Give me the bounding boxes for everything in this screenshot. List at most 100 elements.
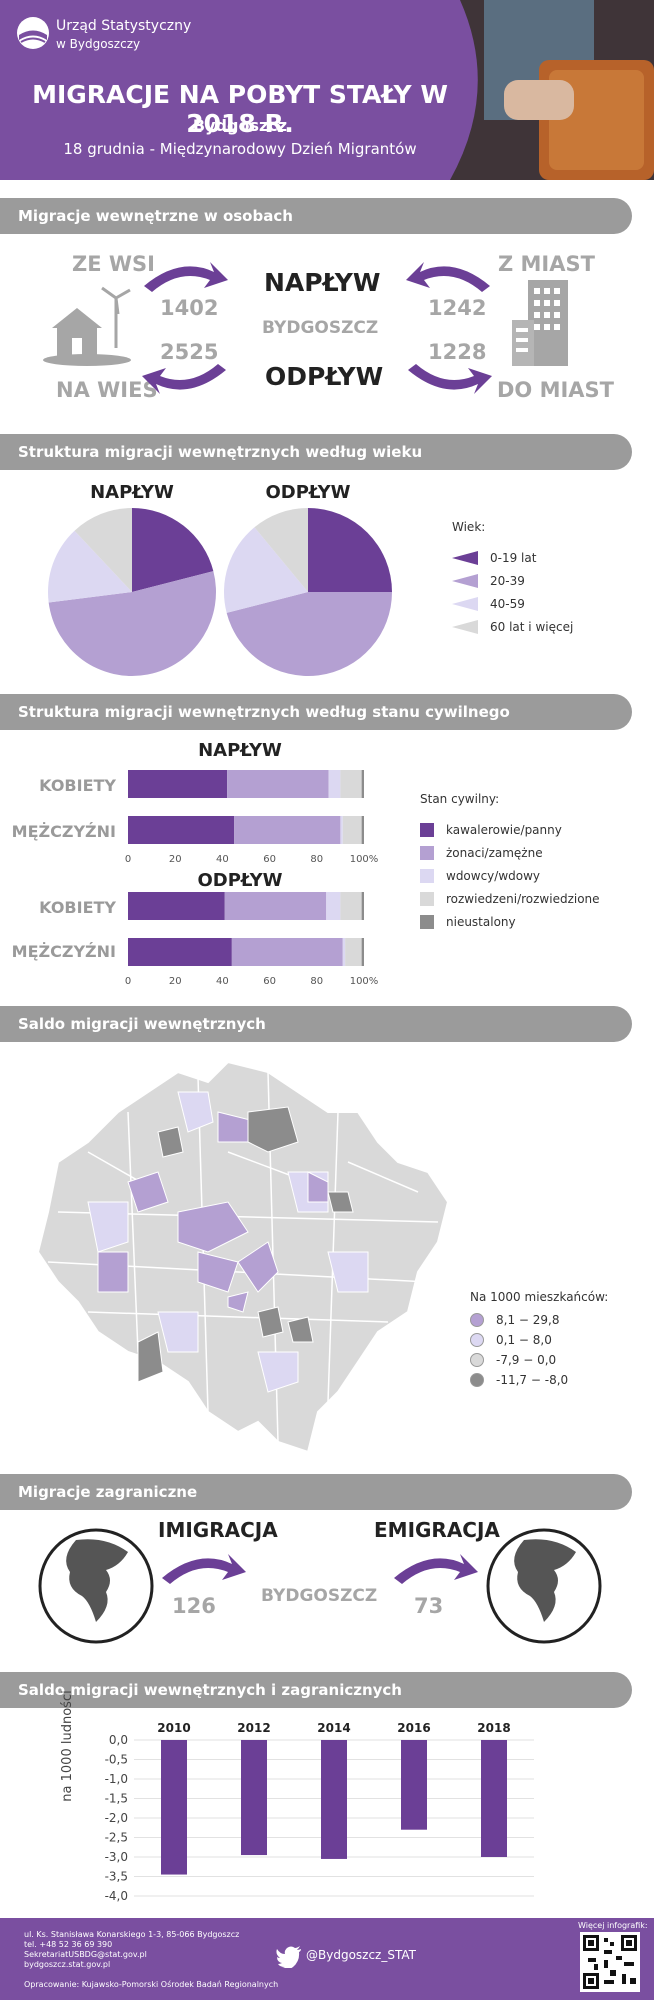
y-tick: -2,5 (105, 1831, 128, 1845)
bar-segment (227, 770, 329, 798)
axis-tick: 40 (216, 854, 229, 865)
label-z-miast: Z MIAST (498, 252, 595, 276)
bar-label-men-out: MĘŻCZYŹNI (11, 942, 116, 961)
bar-segment (361, 770, 364, 798)
map-legend: 8,1 − 29,8 0,1 − 8,0 -7,9 − 0,0 -11,7 − -8,… (470, 1310, 568, 1390)
map-legend-title: Na 1000 mieszkańców: (470, 1290, 609, 1304)
legend-label: 40-59 (490, 596, 525, 611)
y-tick: -0,5 (105, 1753, 128, 1767)
pie-odplyw (224, 508, 392, 676)
axis-tick: 20 (169, 854, 182, 865)
axis-tick: 60 (263, 976, 276, 987)
value-do-miast: 1228 (428, 340, 487, 364)
saldo-bar (161, 1740, 187, 1875)
legend-swatch (452, 573, 478, 588)
value-emigracja: 73 (414, 1594, 444, 1618)
label-emigracja: EMIGRACJA (374, 1518, 500, 1542)
pie-slice-3 (48, 530, 132, 603)
label-ze-wsi: ZE WSI (72, 252, 155, 276)
label-bydgoszcz: BYDGOSZCZ (262, 318, 379, 338)
pie-naplyw (48, 508, 216, 676)
legend-item: rozwiedzeni/rozwiedzione (420, 887, 600, 910)
civil-legend: kawalerowie/panny żonaci/zamężne wdowcy/wd… (420, 818, 600, 933)
axis-tick: 80 (310, 976, 323, 987)
legend-swatch (420, 845, 434, 860)
legend-item: nieustalony (420, 910, 600, 933)
bar-segment (361, 938, 364, 966)
arrow-in-right-icon (406, 262, 490, 292)
axis-tick: 20 (169, 976, 182, 987)
legend-label: 20-39 (490, 573, 525, 588)
section-title-internal-migrations: Migracje wewnętrzne w osobach (0, 198, 632, 234)
bar-segment (342, 816, 362, 844)
logo-line1: Urząd Statystyczny (56, 18, 192, 34)
legend-item: 60 lat i więcej (452, 615, 573, 638)
label-do-miast: DO MIAST (497, 378, 615, 402)
qr-code-icon[interactable] (580, 1932, 640, 1992)
bar-label-women-out: KOBIETY (39, 898, 116, 917)
civil-legend-title: Stan cywilny: (420, 792, 500, 806)
twitter-icon (276, 1946, 301, 1968)
x-tick: 2012 (237, 1721, 270, 1735)
y-tick: -1,5 (105, 1792, 128, 1806)
legend-swatch (420, 822, 434, 837)
footer-phone: tel. +48 52 36 69 390 (24, 1940, 113, 1949)
saldo-bar-chart: 0,0 -0,5 -1,0 -1,5 -2,0 -2,5 -3,0 -3,5 -4,0 2010 2… (105, 1721, 534, 1903)
legend-item: 0,1 − 8,0 (470, 1330, 568, 1350)
saldo-bar (321, 1740, 347, 1859)
footer-twitter[interactable]: @Bydgoszcz_STAT (306, 1948, 416, 1962)
axis-tick: 80 (310, 854, 323, 865)
bar-segment (345, 938, 362, 966)
bar-segment (361, 816, 364, 844)
saldo-ylabel: na 1000 ludności (60, 1690, 75, 1802)
arrow-immigration-icon (162, 1554, 246, 1584)
value-z-miast: 1242 (428, 296, 487, 320)
bar-segment (224, 892, 327, 920)
legend-swatch (452, 619, 478, 634)
pie-naplyw-title: NAPŁYW (90, 482, 174, 503)
saldo-bar (481, 1740, 507, 1857)
bars-odplyw-title: ODPŁYW (197, 870, 283, 891)
legend-label: 0,1 − 8,0 (496, 1333, 552, 1347)
city-icon (512, 280, 568, 366)
legend-item: 0-19 lat (452, 546, 573, 569)
y-tick: -3,5 (105, 1870, 128, 1884)
region-map (36, 1060, 450, 1454)
legend-label: 8,1 − 29,8 (496, 1313, 560, 1327)
axis-tick: 100% (350, 854, 379, 865)
pie-slice-4 (254, 508, 308, 592)
legend-label: kawalerowie/panny (446, 822, 562, 837)
bar-segment (128, 770, 228, 798)
legend-swatch (470, 1313, 484, 1327)
label-na-wies: NA WIEŚ (56, 378, 158, 402)
axis-tick: 100% (350, 976, 379, 987)
legend-item: 8,1 − 29,8 (470, 1310, 568, 1330)
label-naplyw: NAPŁYW (264, 268, 381, 297)
pie-slice-1 (132, 508, 214, 592)
legend-swatch (420, 891, 434, 906)
bar-segment (326, 892, 341, 920)
footer-prepared: Opracowanie: Kujawsko-Pomorski Ośrodek B… (24, 1980, 279, 1989)
x-tick: 2016 (397, 1721, 430, 1735)
page-city: Bydgoszcz (192, 116, 288, 135)
legend-swatch (470, 1333, 484, 1347)
pie-odplyw-title: ODPŁYW (265, 482, 351, 503)
stacked-bars-odplyw: 0 20 40 60 80 100% (125, 892, 379, 987)
pie-slice-3 (224, 527, 308, 613)
bar-label-women-in: KOBIETY (39, 776, 116, 795)
axis-tick: 0 (125, 854, 131, 865)
value-imigracja: 126 (172, 1594, 216, 1618)
bar-segment (231, 938, 343, 966)
section-title-age: Struktura migracji wewnętrznych według w… (0, 434, 632, 470)
arrow-emigration-icon (394, 1554, 478, 1584)
legend-swatch (420, 868, 434, 883)
legend-label: żonaci/zamężne (446, 845, 543, 860)
section-title-foreign: Migracje zagraniczne (0, 1474, 632, 1510)
legend-item: 40-59 (452, 592, 573, 615)
bar-segment (128, 938, 232, 966)
footer-email[interactable]: SekretariatUSBDG@stat.gov.pl (24, 1950, 147, 1959)
footer-web[interactable]: bydgoszcz.stat.gov.pl (24, 1960, 111, 1969)
bars-naplyw-title: NAPŁYW (198, 740, 282, 761)
footer: ul. Ks. Stanisława Konarskiego 1-3, 85-0… (0, 1918, 654, 2000)
pie-slice-4 (74, 508, 132, 592)
